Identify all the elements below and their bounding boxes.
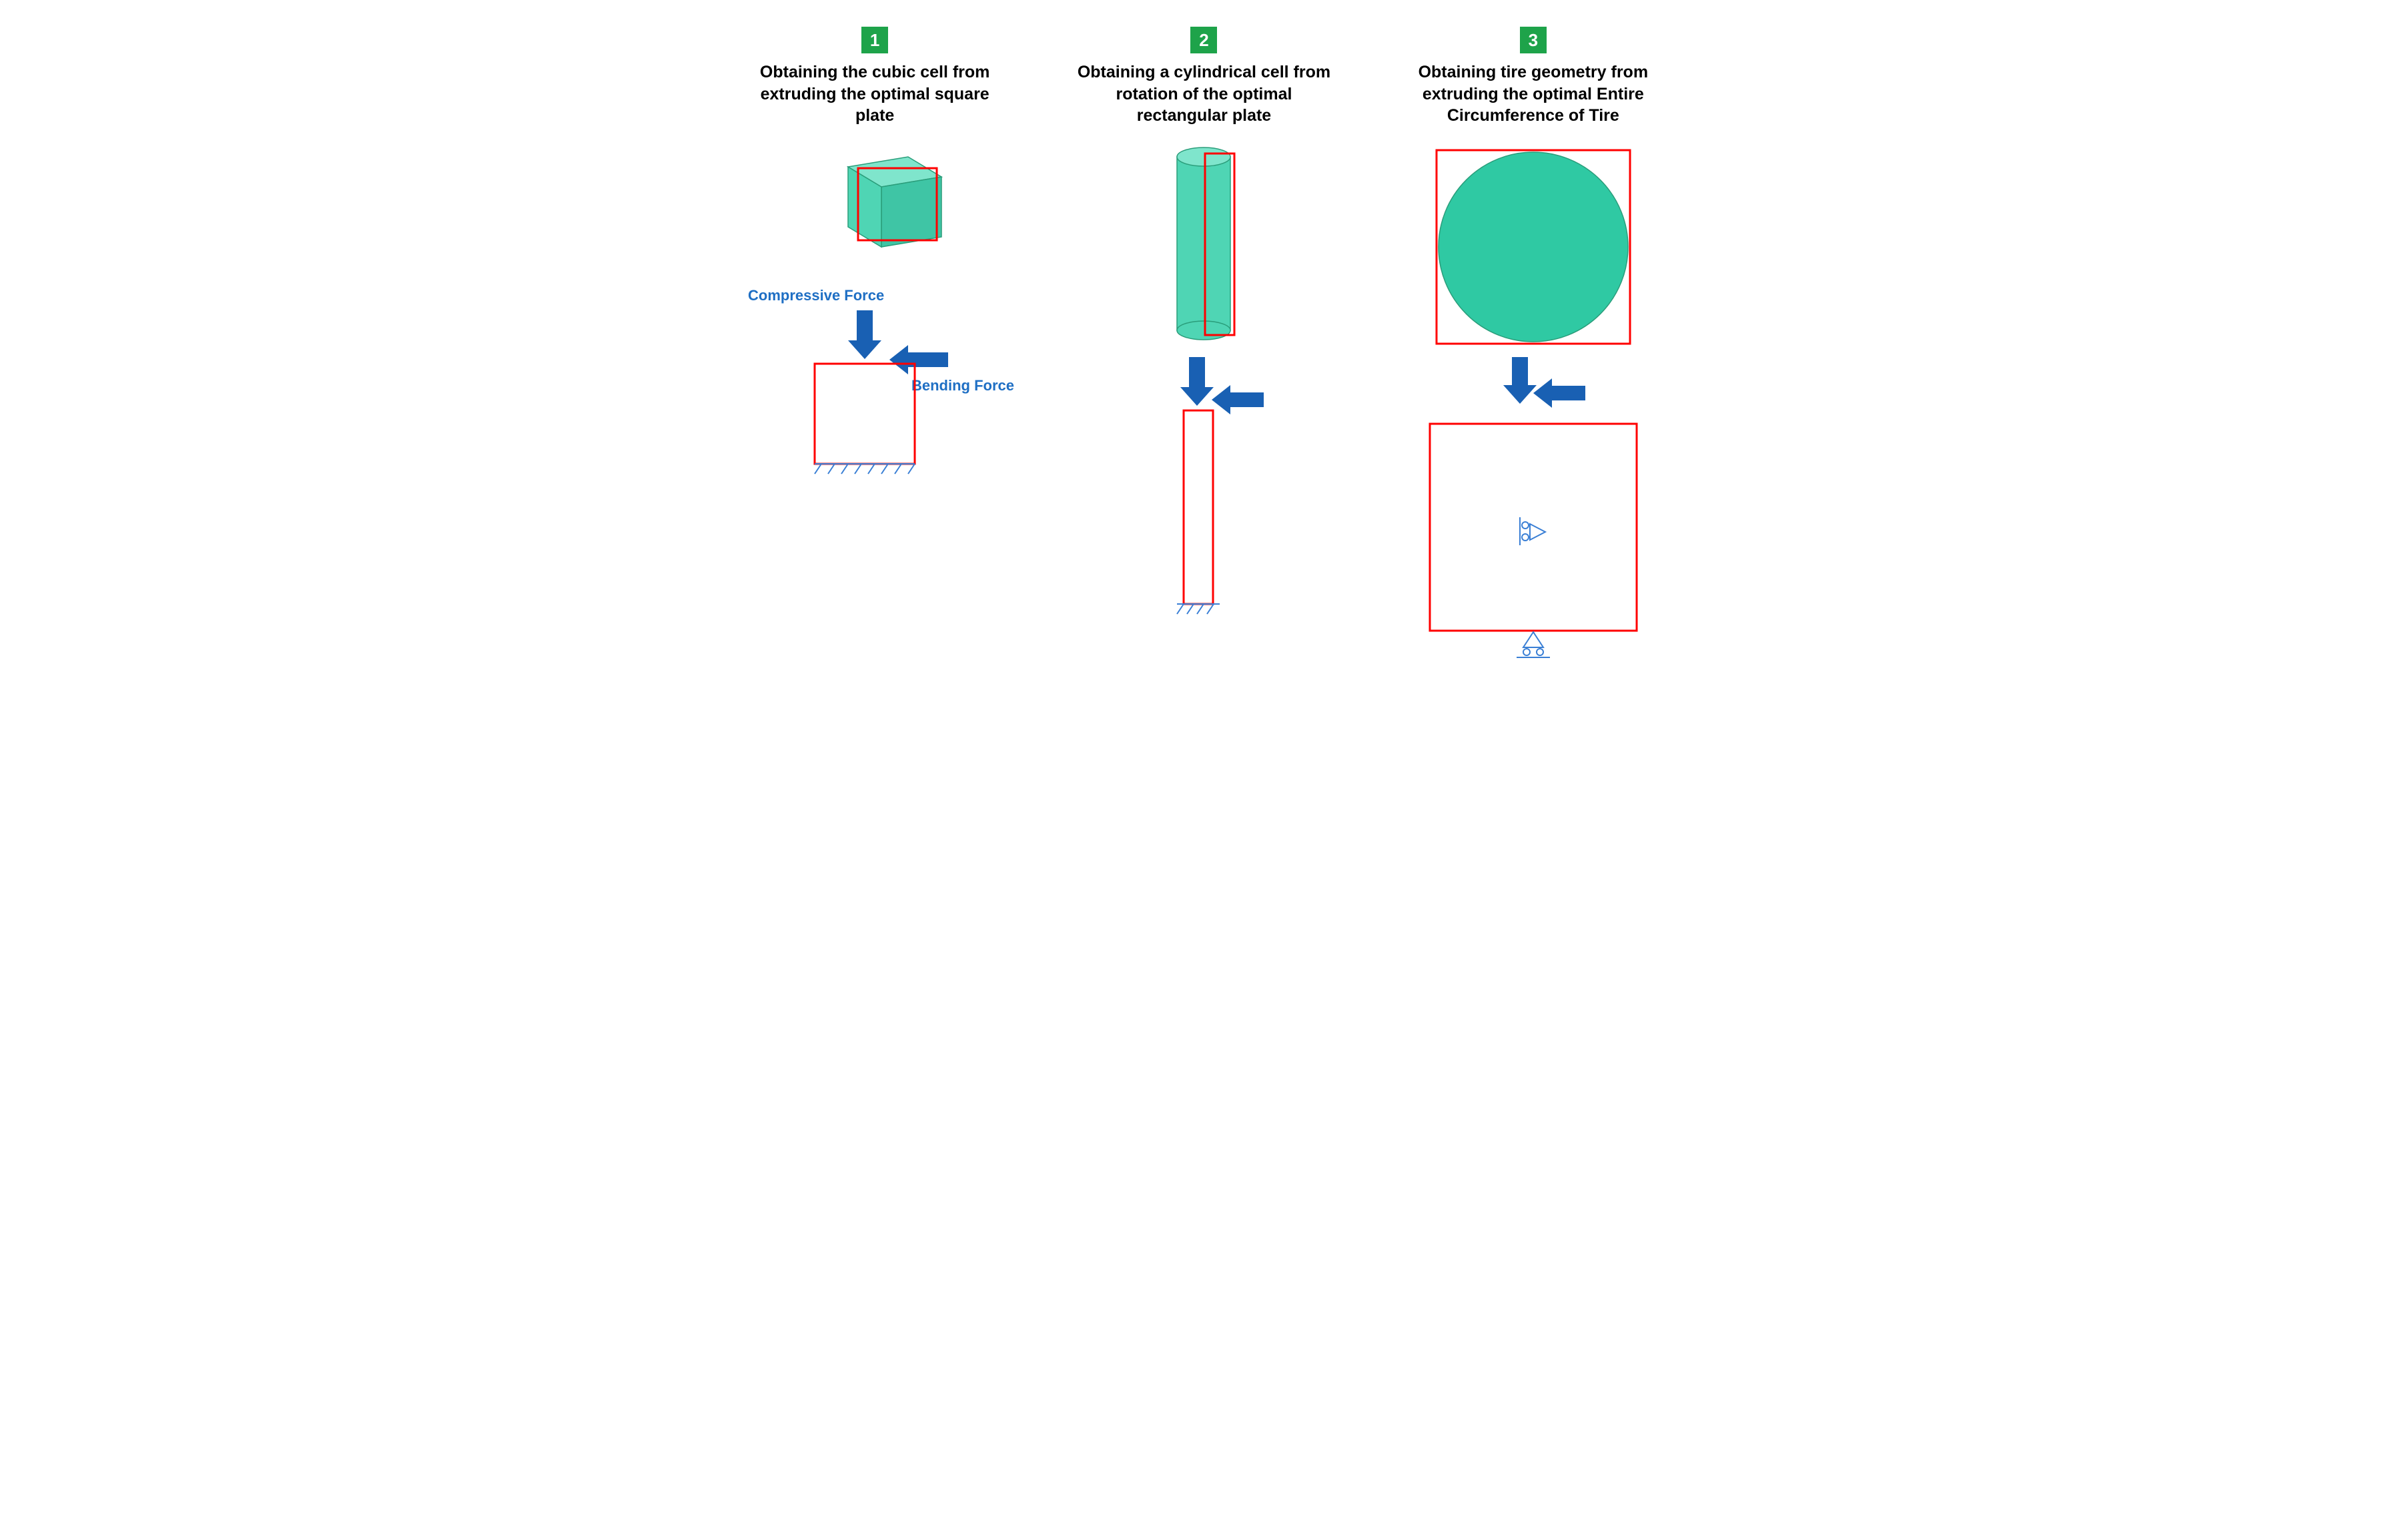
title-3: Obtaining tire geometry from extruding t… <box>1407 61 1660 127</box>
figure-3 <box>1382 140 1684 664</box>
center-support-icon <box>1520 517 1545 545</box>
red-rect-plate <box>1184 410 1213 604</box>
red-large-square <box>1430 424 1637 631</box>
title-2: Obtaining a cylindrical cell from rotati… <box>1077 61 1330 127</box>
column-1: 1 Obtaining the cubic cell from extrudin… <box>724 27 1026 501</box>
left-arrow-icon-3 <box>1533 378 1585 408</box>
diagram-container: 1 Obtaining the cubic cell from extrudin… <box>724 27 1685 664</box>
circle-svg <box>1427 140 1640 354</box>
arrows-3-svg <box>1467 354 1600 417</box>
fixed-support-icon <box>815 464 915 474</box>
rect-plate-svg <box>1137 354 1270 634</box>
badge-2: 2 <box>1190 27 1217 53</box>
forces-square-svg: Compressive Force Bending Force <box>735 274 1015 501</box>
down-arrow-icon <box>1180 357 1214 406</box>
title-1: Obtaining the cubic cell from extruding … <box>748 61 1001 127</box>
cube-svg <box>788 140 961 274</box>
badge-3: 3 <box>1520 27 1547 53</box>
compressive-force-label: Compressive Force <box>748 287 884 304</box>
down-arrow-icon-3 <box>1503 357 1537 404</box>
column-2: 2 Obtaining a cylindrical cell from rota… <box>1053 27 1355 634</box>
compressive-arrow-icon <box>848 310 881 359</box>
cylinder-svg <box>1137 140 1270 354</box>
left-arrow-icon <box>1212 385 1264 414</box>
figure-2 <box>1053 140 1355 634</box>
bottom-support-icon <box>1517 632 1550 657</box>
red-square-plate <box>815 364 915 464</box>
bending-arrow-icon <box>889 345 948 374</box>
large-square-svg <box>1420 417 1647 664</box>
figure-1: Compressive Force Bending Force <box>724 140 1026 501</box>
badge-1: 1 <box>861 27 888 53</box>
column-3: 3 Obtaining tire geometry from extruding… <box>1382 27 1684 664</box>
fixed-support-icon-2 <box>1177 604 1220 614</box>
bending-force-label: Bending Force <box>911 377 1014 394</box>
